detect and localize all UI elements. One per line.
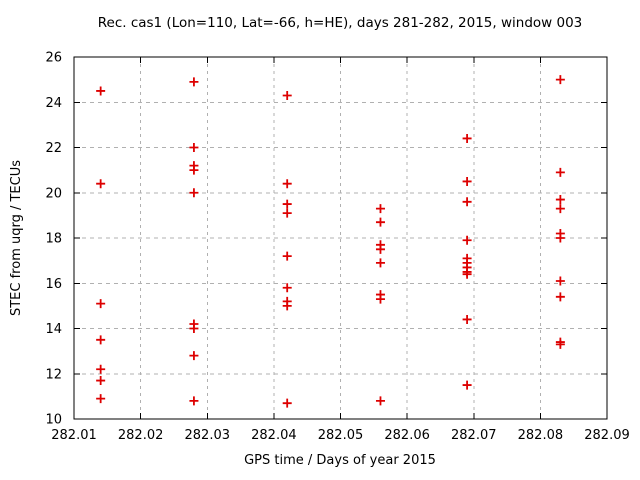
y-tick-label: 22	[45, 141, 62, 156]
data-point-marker	[555, 233, 565, 243]
x-tick-label: 282.09	[584, 428, 630, 443]
data-point-marker	[555, 204, 565, 214]
data-point-marker	[555, 276, 565, 286]
data-point-marker	[462, 176, 472, 186]
data-point-marker	[282, 251, 292, 261]
data-point-marker	[282, 208, 292, 218]
grid-layer	[74, 57, 607, 419]
data-point-marker	[282, 283, 292, 293]
y-tick-label: 16	[45, 277, 62, 292]
data-point-marker	[462, 380, 472, 390]
data-point-marker	[555, 292, 565, 302]
frame-layer	[73, 56, 608, 420]
data-point-marker	[375, 294, 385, 304]
x-tick-label: 282.04	[251, 428, 297, 443]
data-point-marker	[375, 396, 385, 406]
data-point-marker	[282, 90, 292, 100]
y-tick-label: 12	[45, 367, 62, 382]
data-point-marker	[462, 314, 472, 324]
data-point-marker	[189, 188, 199, 198]
data-point-marker	[189, 324, 199, 333]
data-point-marker	[189, 77, 199, 87]
y-tick-label: 20	[45, 186, 62, 201]
tick-label-layer: 282.01 282.02 282.03 282.04 282.05 282.06 282.…	[45, 51, 629, 444]
plot-frame	[73, 56, 608, 420]
y-tick-label: 10	[45, 413, 62, 428]
data-point-layer	[96, 75, 565, 408]
data-point-marker	[189, 396, 199, 406]
data-point-marker	[462, 197, 472, 207]
data-point-marker	[375, 244, 385, 254]
data-point-marker	[282, 199, 292, 209]
x-tick-label: 282.06	[384, 428, 430, 443]
data-point-marker	[96, 394, 106, 404]
data-point-marker	[96, 299, 106, 309]
data-point-marker	[96, 179, 106, 189]
data-point-marker	[375, 258, 385, 268]
data-point-marker	[462, 133, 472, 143]
data-point-marker	[555, 167, 565, 177]
y-tick-label: 14	[45, 322, 62, 337]
data-point-marker	[282, 301, 292, 311]
data-point-marker	[282, 179, 292, 189]
y-tick-label: 26	[45, 51, 62, 66]
data-point-marker	[189, 143, 199, 152]
data-point-marker	[96, 335, 106, 345]
data-point-marker	[189, 351, 199, 361]
x-tick-label: 282.01	[51, 428, 97, 443]
x-tick-label: 282.07	[451, 428, 497, 443]
chart-title: Rec. cas1 (Lon=110, Lat=-66, h=HE), days…	[98, 15, 583, 31]
data-point-marker	[189, 165, 199, 175]
data-point-marker	[462, 235, 472, 245]
data-point-marker	[462, 269, 472, 279]
data-point-marker	[96, 364, 106, 374]
data-point-marker	[96, 376, 106, 386]
data-point-marker	[555, 195, 565, 205]
data-point-marker	[96, 86, 106, 96]
data-point-marker	[375, 217, 385, 227]
x-tick-label: 282.03	[185, 428, 231, 443]
data-point-marker	[555, 339, 565, 349]
y-axis-title: STEC from uqrg / TECUs	[9, 160, 24, 316]
y-tick-label: 24	[45, 96, 62, 111]
x-tick-label: 282.05	[318, 428, 364, 443]
data-point-marker	[282, 398, 292, 408]
y-tick-label: 18	[45, 232, 62, 247]
x-tick-label: 282.02	[118, 428, 164, 443]
data-point-marker	[375, 204, 385, 214]
data-point-marker	[555, 75, 565, 85]
x-axis-title: GPS time / Days of year 2015	[244, 453, 436, 468]
x-tick-label: 282.08	[518, 428, 564, 443]
